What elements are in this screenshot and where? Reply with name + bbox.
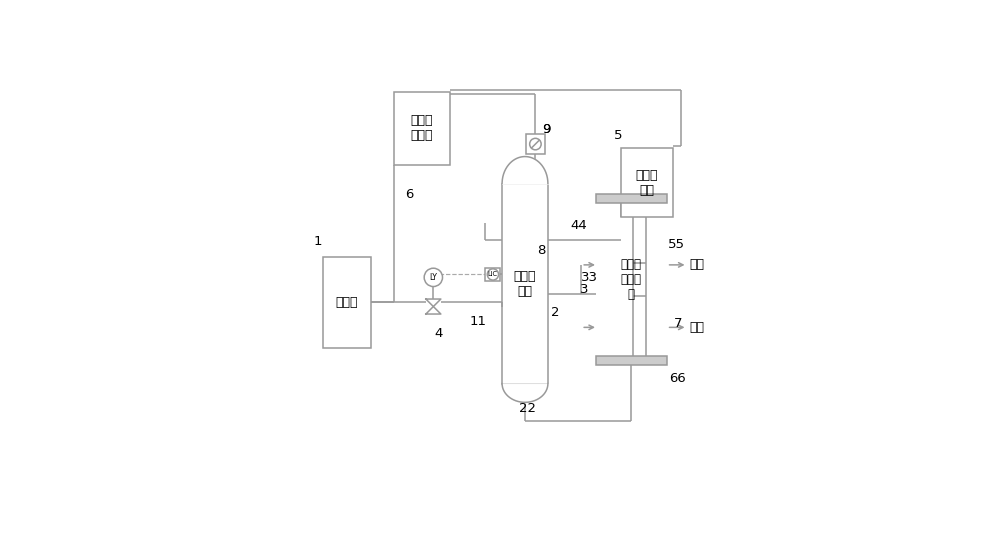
Bar (485, 268, 500, 281)
Text: 55: 55 (668, 237, 685, 250)
Bar (323, 256, 371, 348)
Text: 33: 33 (581, 271, 598, 284)
Text: 液体: 液体 (690, 321, 705, 334)
Text: 44: 44 (571, 219, 588, 232)
Text: 66: 66 (669, 372, 685, 385)
Text: 7: 7 (674, 316, 682, 329)
Circle shape (530, 138, 541, 150)
Circle shape (487, 269, 499, 280)
Circle shape (424, 268, 443, 287)
Bar (621, 148, 673, 217)
Text: 液氨罐: 液氨罐 (336, 296, 358, 309)
Text: 1: 1 (314, 235, 322, 248)
Bar (596, 355, 667, 365)
Text: 8: 8 (537, 244, 545, 257)
Text: 6: 6 (405, 188, 414, 201)
Bar (394, 92, 450, 165)
Text: 4: 4 (434, 327, 443, 340)
Text: 11: 11 (470, 315, 487, 328)
Text: 2: 2 (551, 306, 559, 319)
Bar (526, 135, 545, 154)
Text: 22: 22 (519, 402, 536, 415)
Bar (596, 194, 667, 203)
Text: 制冷压
缩机: 制冷压 缩机 (636, 169, 658, 196)
Bar (502, 183, 548, 384)
Text: 氨液分
离器: 氨液分 离器 (514, 269, 536, 298)
Text: 9: 9 (542, 123, 550, 136)
Text: LY: LY (429, 273, 437, 282)
Text: 3: 3 (580, 283, 588, 296)
Text: 5: 5 (614, 129, 622, 142)
Text: 气体: 气体 (690, 259, 705, 272)
Text: 9: 9 (542, 123, 550, 136)
Text: 二氧化
碳冷凝
器: 二氧化 碳冷凝 器 (621, 258, 642, 301)
Text: LIC: LIC (488, 272, 498, 278)
Text: 蒸发式
冷凝器: 蒸发式 冷凝器 (411, 115, 433, 142)
